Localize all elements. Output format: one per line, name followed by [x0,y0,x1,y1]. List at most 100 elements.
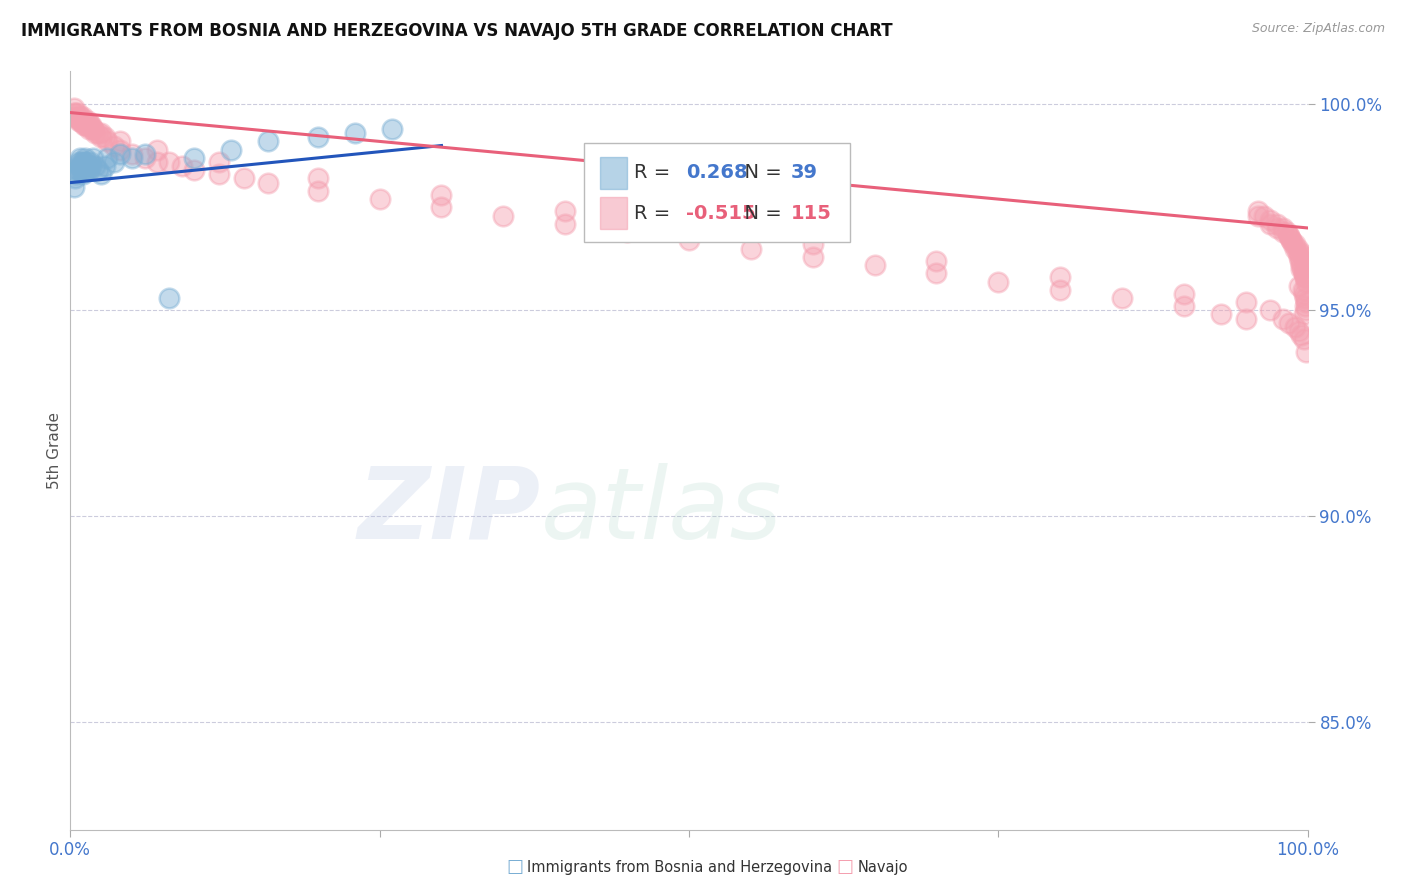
Point [63,179,86,194]
Point [96,151,118,165]
Point [65,105,87,120]
Point [63,102,86,116]
Point [1278,316,1301,330]
Text: N =: N = [733,162,789,182]
Point [65,171,87,186]
FancyBboxPatch shape [583,144,849,242]
Point [801,250,824,264]
Point [121,146,143,161]
Point [75,151,97,165]
Point [1247,209,1270,223]
Point [134,151,156,165]
Point [1292,266,1315,280]
Point [678,221,700,235]
Point [146,143,169,157]
Point [1291,245,1313,260]
Point [1292,250,1315,264]
Point [65,167,87,181]
Point [1284,237,1306,252]
Text: 115: 115 [790,203,831,223]
Text: 0.268: 0.268 [686,162,748,182]
Point [430,188,453,202]
Point [343,126,366,140]
Point [72,110,94,124]
Point [1247,204,1270,219]
Point [307,184,329,198]
Point [1271,221,1294,235]
Point [925,254,948,268]
Point [66,163,89,178]
Point [1288,250,1310,264]
Point [94,159,117,173]
Point [554,217,576,231]
Point [1173,299,1195,313]
Text: ZIP: ZIP [357,463,540,559]
Point [73,118,96,132]
Point [1284,319,1306,334]
Point [1209,308,1232,322]
Point [232,171,254,186]
Point [925,266,948,280]
Point [77,163,100,178]
Point [108,135,131,149]
Point [103,138,125,153]
Point [1294,270,1316,285]
Point [1291,258,1313,272]
Point [70,159,93,173]
Point [1292,286,1315,301]
Point [1294,270,1316,285]
Text: -0.515: -0.515 [686,203,756,223]
Point [1281,237,1303,252]
Text: atlas: atlas [540,463,782,559]
Point [1292,308,1315,322]
Point [1294,299,1316,313]
Point [108,146,131,161]
Point [79,155,101,169]
Point [69,151,91,165]
Point [307,171,329,186]
Point [492,209,515,223]
Point [1260,217,1282,231]
Point [1265,217,1288,231]
Point [90,126,112,140]
Point [1278,229,1301,244]
Point [79,118,101,132]
Point [257,176,280,190]
Point [157,155,180,169]
Point [1281,233,1303,247]
Point [1278,229,1301,244]
Point [67,155,90,169]
Point [1284,242,1306,256]
Text: Immigrants from Bosnia and Herzegovina: Immigrants from Bosnia and Herzegovina [527,860,832,874]
Bar [600,197,627,229]
Point [82,151,104,165]
Point [90,167,112,181]
Point [1111,291,1133,305]
Point [554,204,576,219]
Point [76,159,98,173]
Point [1260,212,1282,227]
Point [1234,311,1257,326]
Point [72,167,94,181]
Point [121,151,143,165]
Point [1234,295,1257,310]
Point [70,113,93,128]
Point [208,167,231,181]
Bar [600,157,627,189]
Point [801,237,824,252]
Point [1275,225,1298,239]
Point [1260,303,1282,318]
Point [65,110,87,124]
Point [1291,283,1313,297]
Point [67,113,90,128]
Point [1173,286,1195,301]
Point [86,126,108,140]
Point [72,159,94,173]
Point [65,110,87,124]
Point [1291,328,1313,343]
Point [146,155,169,169]
Point [1292,332,1315,346]
Point [257,135,280,149]
Point [84,126,107,140]
Point [82,122,104,136]
